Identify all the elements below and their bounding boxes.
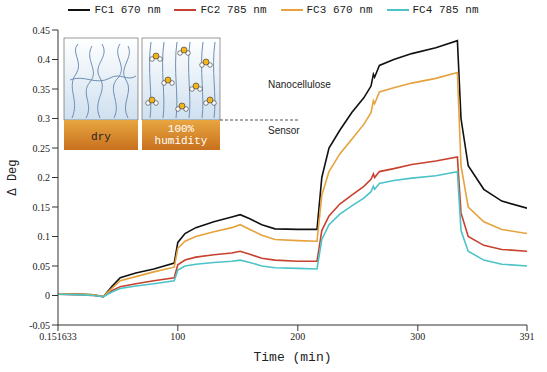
svg-text:0.35: 0.35 [33,84,51,95]
svg-text:Time (min): Time (min) [253,350,331,365]
svg-text:Δ Deg: Δ Deg [6,159,20,195]
svg-text:dry: dry [91,131,111,143]
html-text:FC1 670 nm: FC1 670 nm [94,4,161,16]
html-text:FC4 785 nm: FC4 785 nm [412,4,479,16]
svg-text:0.45: 0.45 [33,25,51,36]
svg-text:0.151633: 0.151633 [39,331,77,342]
svg-text:0.1: 0.1 [38,231,51,242]
svg-text:Sensor: Sensor [268,125,300,136]
svg-text:Nanocellulose: Nanocellulose [268,79,331,90]
svg-text:-0.05: -0.05 [29,320,50,331]
svg-text:0.3: 0.3 [38,113,51,124]
svg-text:0.4: 0.4 [38,54,51,65]
svg-text:0.15: 0.15 [33,202,51,213]
svg-text:300: 300 [410,331,425,342]
svg-text:0.2: 0.2 [38,172,51,183]
svg-text:100%humidity: 100%humidity [155,123,208,147]
svg-text:391: 391 [520,331,535,342]
html-text:FC2 785 nm: FC2 785 nm [200,4,267,16]
svg-text:0.05: 0.05 [33,261,51,272]
svg-text:0.25: 0.25 [33,143,51,154]
html-text:FC3 670 nm: FC3 670 nm [306,4,373,16]
svg-text:0: 0 [45,290,50,301]
svg-text:200: 200 [290,331,305,342]
svg-text:100: 100 [170,331,185,342]
